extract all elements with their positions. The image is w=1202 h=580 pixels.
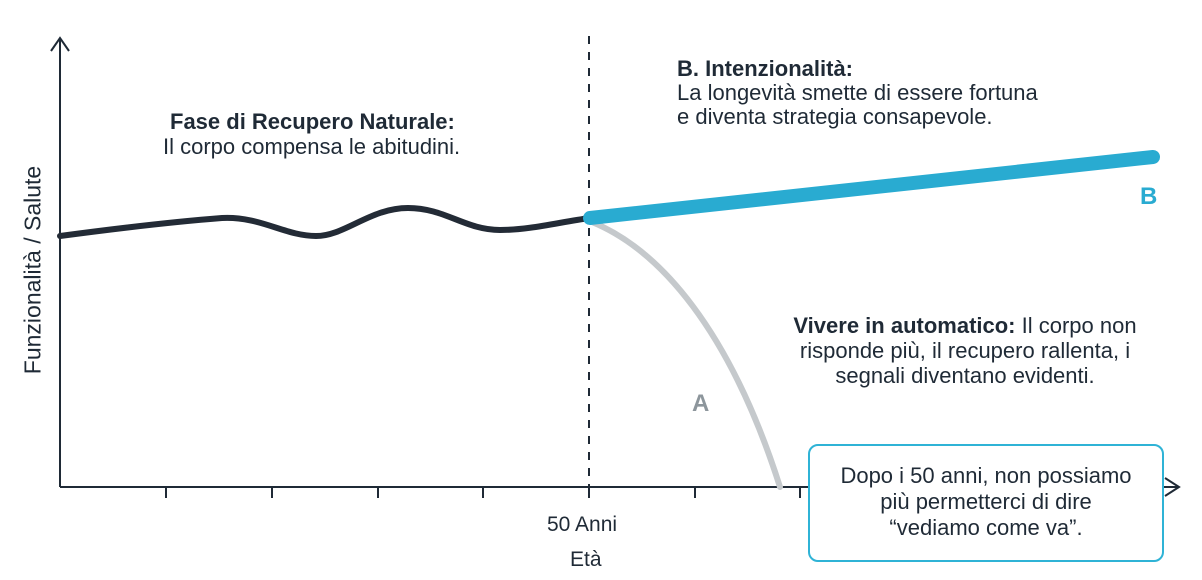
- path-a-line3: segnali diventano evidenti.: [835, 363, 1095, 388]
- path-a-description: Vivere in automatico: Il corpo non rispo…: [760, 313, 1170, 388]
- path-b-marker: B: [1140, 183, 1158, 210]
- path-a-line2: risponde più, il recupero rallenta, i: [799, 338, 1131, 363]
- path-a-marker: A: [692, 390, 710, 417]
- path-b-title: B. Intenzionalità:: [677, 56, 853, 81]
- x-axis-label: Età: [570, 548, 602, 571]
- callout-line3: “vediamo come va”.: [889, 515, 1083, 540]
- baseline-curve: [57, 204, 593, 240]
- y-axis-label: Funzionalità / Salute: [19, 165, 46, 375]
- path-b-line: [583, 150, 1160, 225]
- path-b-line2: e diventa strategia consapevole.: [677, 104, 993, 129]
- callout-line2: più permetterci di dire: [880, 489, 1092, 514]
- callout-box: Dopo i 50 anni, non possiamo più permett…: [808, 444, 1164, 562]
- x-tick-label-50: 50 Anni: [547, 513, 618, 536]
- x-axis-arrow: [1164, 477, 1181, 497]
- path-a-line1-rest: Il corpo non: [1015, 313, 1137, 338]
- y-axis-arrow: [50, 36, 70, 52]
- phase-left-text: Il corpo compensa le abitudini.: [163, 134, 461, 159]
- path-b-line1: La longevità smette di essere fortuna: [677, 80, 1038, 105]
- path-a-line1: Vivere in automatico: Il corpo non: [760, 313, 1170, 338]
- path-a-curve: [589, 219, 783, 490]
- phase-left-title: Fase di Recupero Naturale:: [170, 109, 455, 134]
- path-a-title: Vivere in automatico:: [793, 313, 1016, 338]
- x-axis-ticks: [165, 487, 801, 498]
- callout-line1: Dopo i 50 anni, non possiamo: [840, 463, 1132, 488]
